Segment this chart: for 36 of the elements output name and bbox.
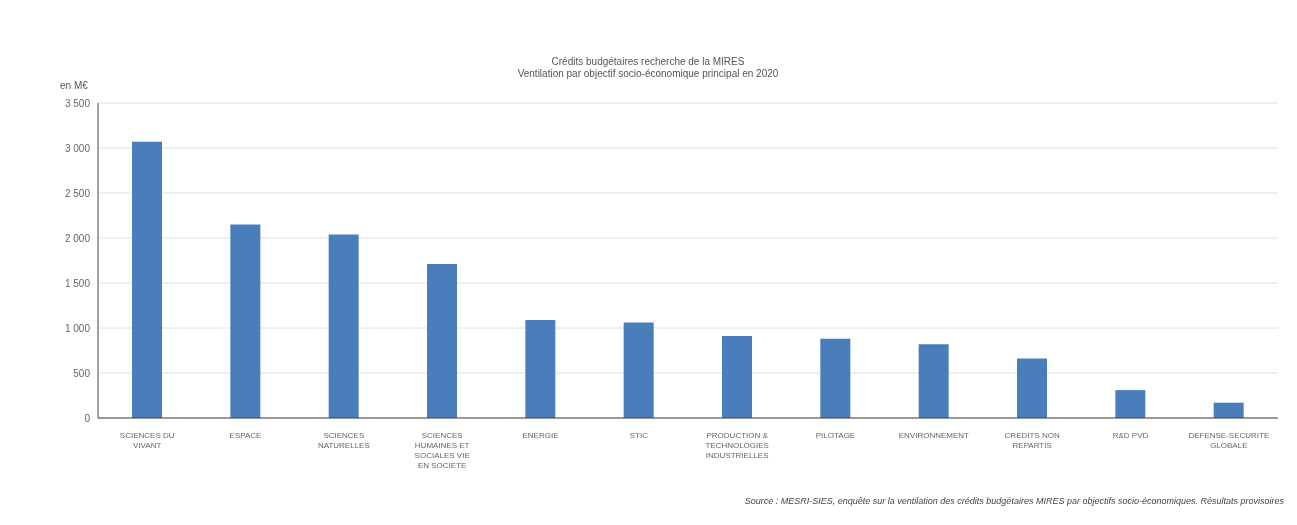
y-tick-label: 2 000 <box>64 232 91 244</box>
bar <box>1213 402 1244 418</box>
bar <box>1115 390 1146 418</box>
x-tick-label: SCIENCES DU VIVANT <box>119 431 175 450</box>
bar <box>230 224 261 418</box>
x-tick-label: ESPACE <box>229 431 262 440</box>
y-tick-label: 1 000 <box>64 322 91 334</box>
x-tick-label: PILOTAGE <box>815 431 856 440</box>
y-tick-label: 3 000 <box>64 142 91 154</box>
x-tick-label: ENVIRONNEMENT <box>898 431 970 440</box>
x-tick-label: PRODUCTION & TECHNOLOGIES INDUSTRIELLES <box>705 431 769 460</box>
chart-title: Crédits budgétaires recherche de la MIRES <box>550 56 746 68</box>
bar <box>1017 358 1047 418</box>
y-tick-label: 2 500 <box>64 187 91 199</box>
bar <box>918 344 949 418</box>
bar <box>132 141 162 418</box>
y-tick-label: 0 <box>84 412 91 424</box>
y-tick-label: 500 <box>73 367 91 379</box>
source-note: Source : MESRI-SIES, enquête sur la ventilation des crédits budgétaires MIRES par objectifs socio-économiques. Résultats provisoires <box>744 496 1284 506</box>
y-axis-title: en M€ <box>60 80 88 91</box>
x-tick-label: STIC <box>629 431 649 440</box>
bar <box>328 234 359 418</box>
bar <box>623 322 654 418</box>
x-tick-label: SCIENCES HUMAINES ET SOCIALES VIE EN SOCIETE <box>414 431 470 470</box>
x-tick-label: DEFENSE-SECURITE GLOBALE <box>1188 431 1270 450</box>
x-tick-label: SCIENCES NATURELLES <box>317 431 370 450</box>
x-tick-label: ENERGIE <box>522 431 559 440</box>
x-tick-label: R&D PVD <box>1112 431 1149 440</box>
y-tick-label: 3 500 <box>64 97 91 109</box>
chart-subtitle: Ventilation par objectif socio-économique principal en 2020 <box>516 68 780 80</box>
bar <box>427 264 457 418</box>
y-tick-label: 1 500 <box>64 277 91 289</box>
x-tick-label: CREDITS NON REPARTIS <box>1004 431 1060 450</box>
bar <box>525 319 556 418</box>
bar <box>722 336 752 418</box>
bar <box>820 338 851 418</box>
